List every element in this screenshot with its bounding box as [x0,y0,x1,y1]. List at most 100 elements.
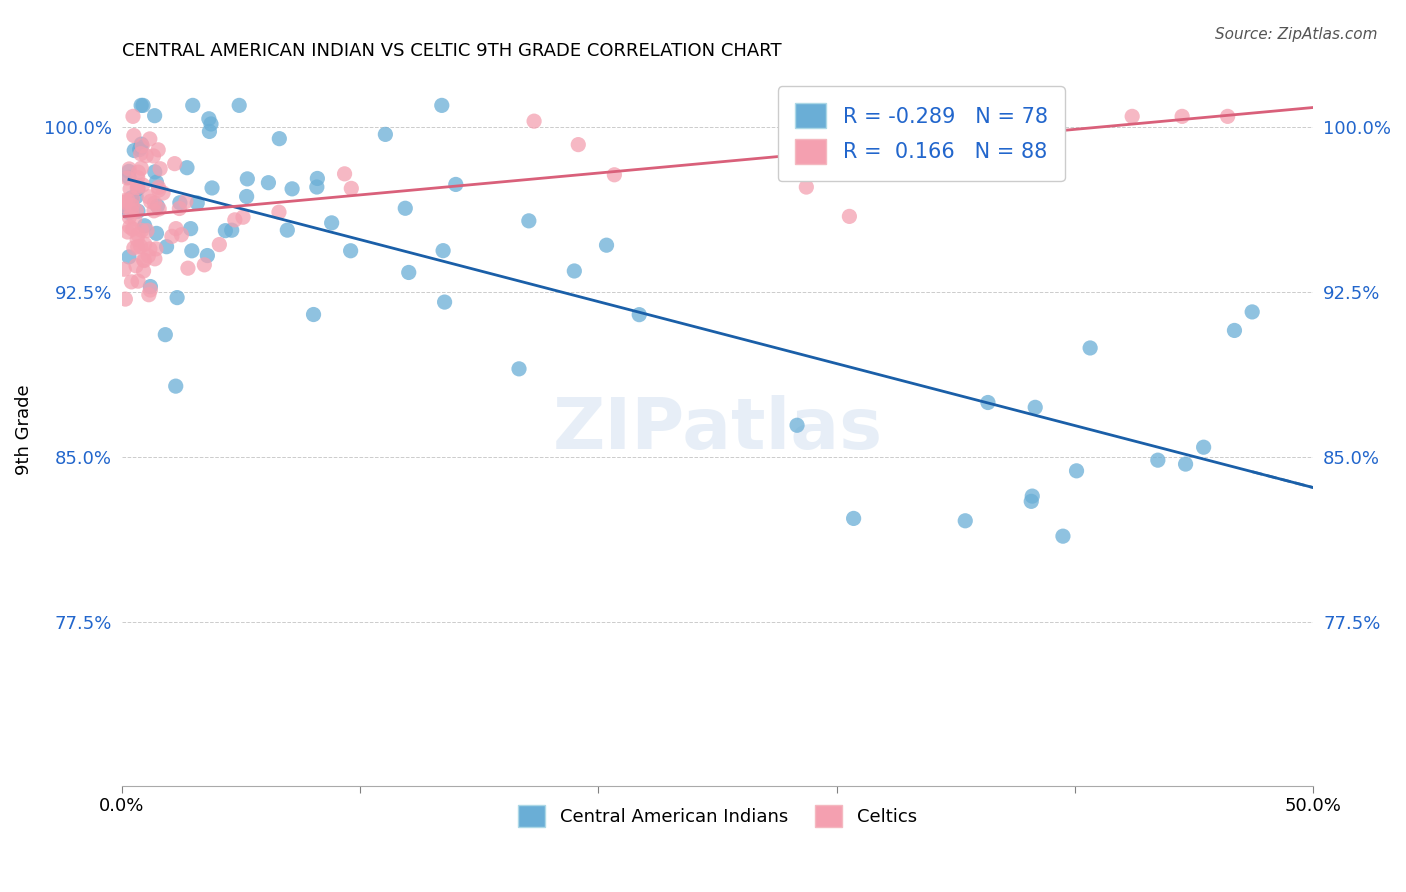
Celtics [333,167,356,181]
Central American Indians [118,170,141,185]
Celtics [170,227,193,242]
Central American Indians [198,112,221,126]
Central American Indians [198,124,221,138]
Central American Indians [977,395,1000,409]
Celtics [118,211,141,225]
Central American Indians [1223,323,1246,337]
Celtics [1121,109,1143,123]
Celtics [139,132,162,146]
Celtics [876,121,898,136]
Celtics [127,240,149,254]
Central American Indians [235,189,257,203]
Central American Indians [307,171,329,186]
Central American Indians [128,143,150,157]
Celtics [142,149,165,163]
Celtics [224,212,246,227]
Central American Indians [236,172,259,186]
Celtics [986,109,1008,123]
Central American Indians [432,244,454,258]
Celtics [114,195,136,210]
Celtics [148,143,170,157]
Celtics [139,194,162,209]
Celtics [1171,109,1194,123]
Central American Indians [228,98,250,112]
Central American Indians [131,137,153,152]
Celtics [138,190,160,204]
Central American Indians [201,181,224,195]
Central American Indians [127,181,149,195]
Celtics [949,128,972,143]
Central American Indians [129,140,152,154]
Text: CENTRAL AMERICAN INDIAN VS CELTIC 9TH GRADE CORRELATION CHART: CENTRAL AMERICAN INDIAN VS CELTIC 9TH GR… [122,42,782,60]
Celtics [603,168,626,182]
Celtics [129,146,152,161]
Central American Indians [842,511,865,525]
Central American Indians [146,199,169,213]
Celtics [112,199,135,213]
Central American Indians [257,176,280,190]
Text: Source: ZipAtlas.com: Source: ZipAtlas.com [1215,27,1378,42]
Central American Indians [200,117,222,131]
Central American Indians [321,216,343,230]
Central American Indians [139,279,162,293]
Celtics [136,224,159,238]
Celtics [142,203,165,218]
Central American Indians [444,178,467,192]
Celtics [174,194,197,209]
Central American Indians [281,182,304,196]
Central American Indians [628,308,651,322]
Celtics [114,292,136,306]
Text: 50.0%: 50.0% [1285,797,1341,815]
Celtics [132,178,155,192]
Celtics [135,149,157,163]
Celtics [127,227,149,242]
Central American Indians [433,295,456,310]
Central American Indians [221,223,243,237]
Celtics [148,183,170,197]
Central American Indians [398,265,420,279]
Central American Indians [517,214,540,228]
Celtics [838,210,860,224]
Celtics [208,237,231,252]
Text: ZIPatlas: ZIPatlas [553,395,883,464]
Central American Indians [143,109,166,123]
Central American Indians [430,98,453,112]
Text: 0.0%: 0.0% [100,797,145,815]
Celtics [118,219,141,234]
Celtics [120,182,142,196]
Central American Indians [195,248,218,262]
Celtics [127,165,149,179]
Celtics [163,156,186,170]
Celtics [121,275,143,289]
Central American Indians [305,180,328,194]
Central American Indians [118,203,141,218]
Central American Indians [339,244,361,258]
Central American Indians [134,219,156,233]
Celtics [131,223,153,237]
Celtics [143,196,166,211]
Celtics [139,242,162,256]
Central American Indians [118,205,141,219]
Celtics [122,128,145,143]
Celtics [160,229,183,244]
Y-axis label: 9th Grade: 9th Grade [15,384,32,475]
Celtics [129,239,152,253]
Central American Indians [180,244,202,258]
Celtics [523,114,546,128]
Central American Indians [1192,440,1215,454]
Celtics [1216,109,1239,123]
Celtics [121,204,143,219]
Central American Indians [121,191,143,205]
Celtics [121,222,143,236]
Central American Indians [1024,401,1046,415]
Celtics [131,138,153,153]
Celtics [193,258,215,272]
Celtics [118,161,141,176]
Central American Indians [166,291,188,305]
Celtics [121,191,143,205]
Central American Indians [1241,305,1264,319]
Celtics [127,233,149,247]
Celtics [132,252,155,267]
Celtics [134,237,156,252]
Central American Indians [276,223,298,237]
